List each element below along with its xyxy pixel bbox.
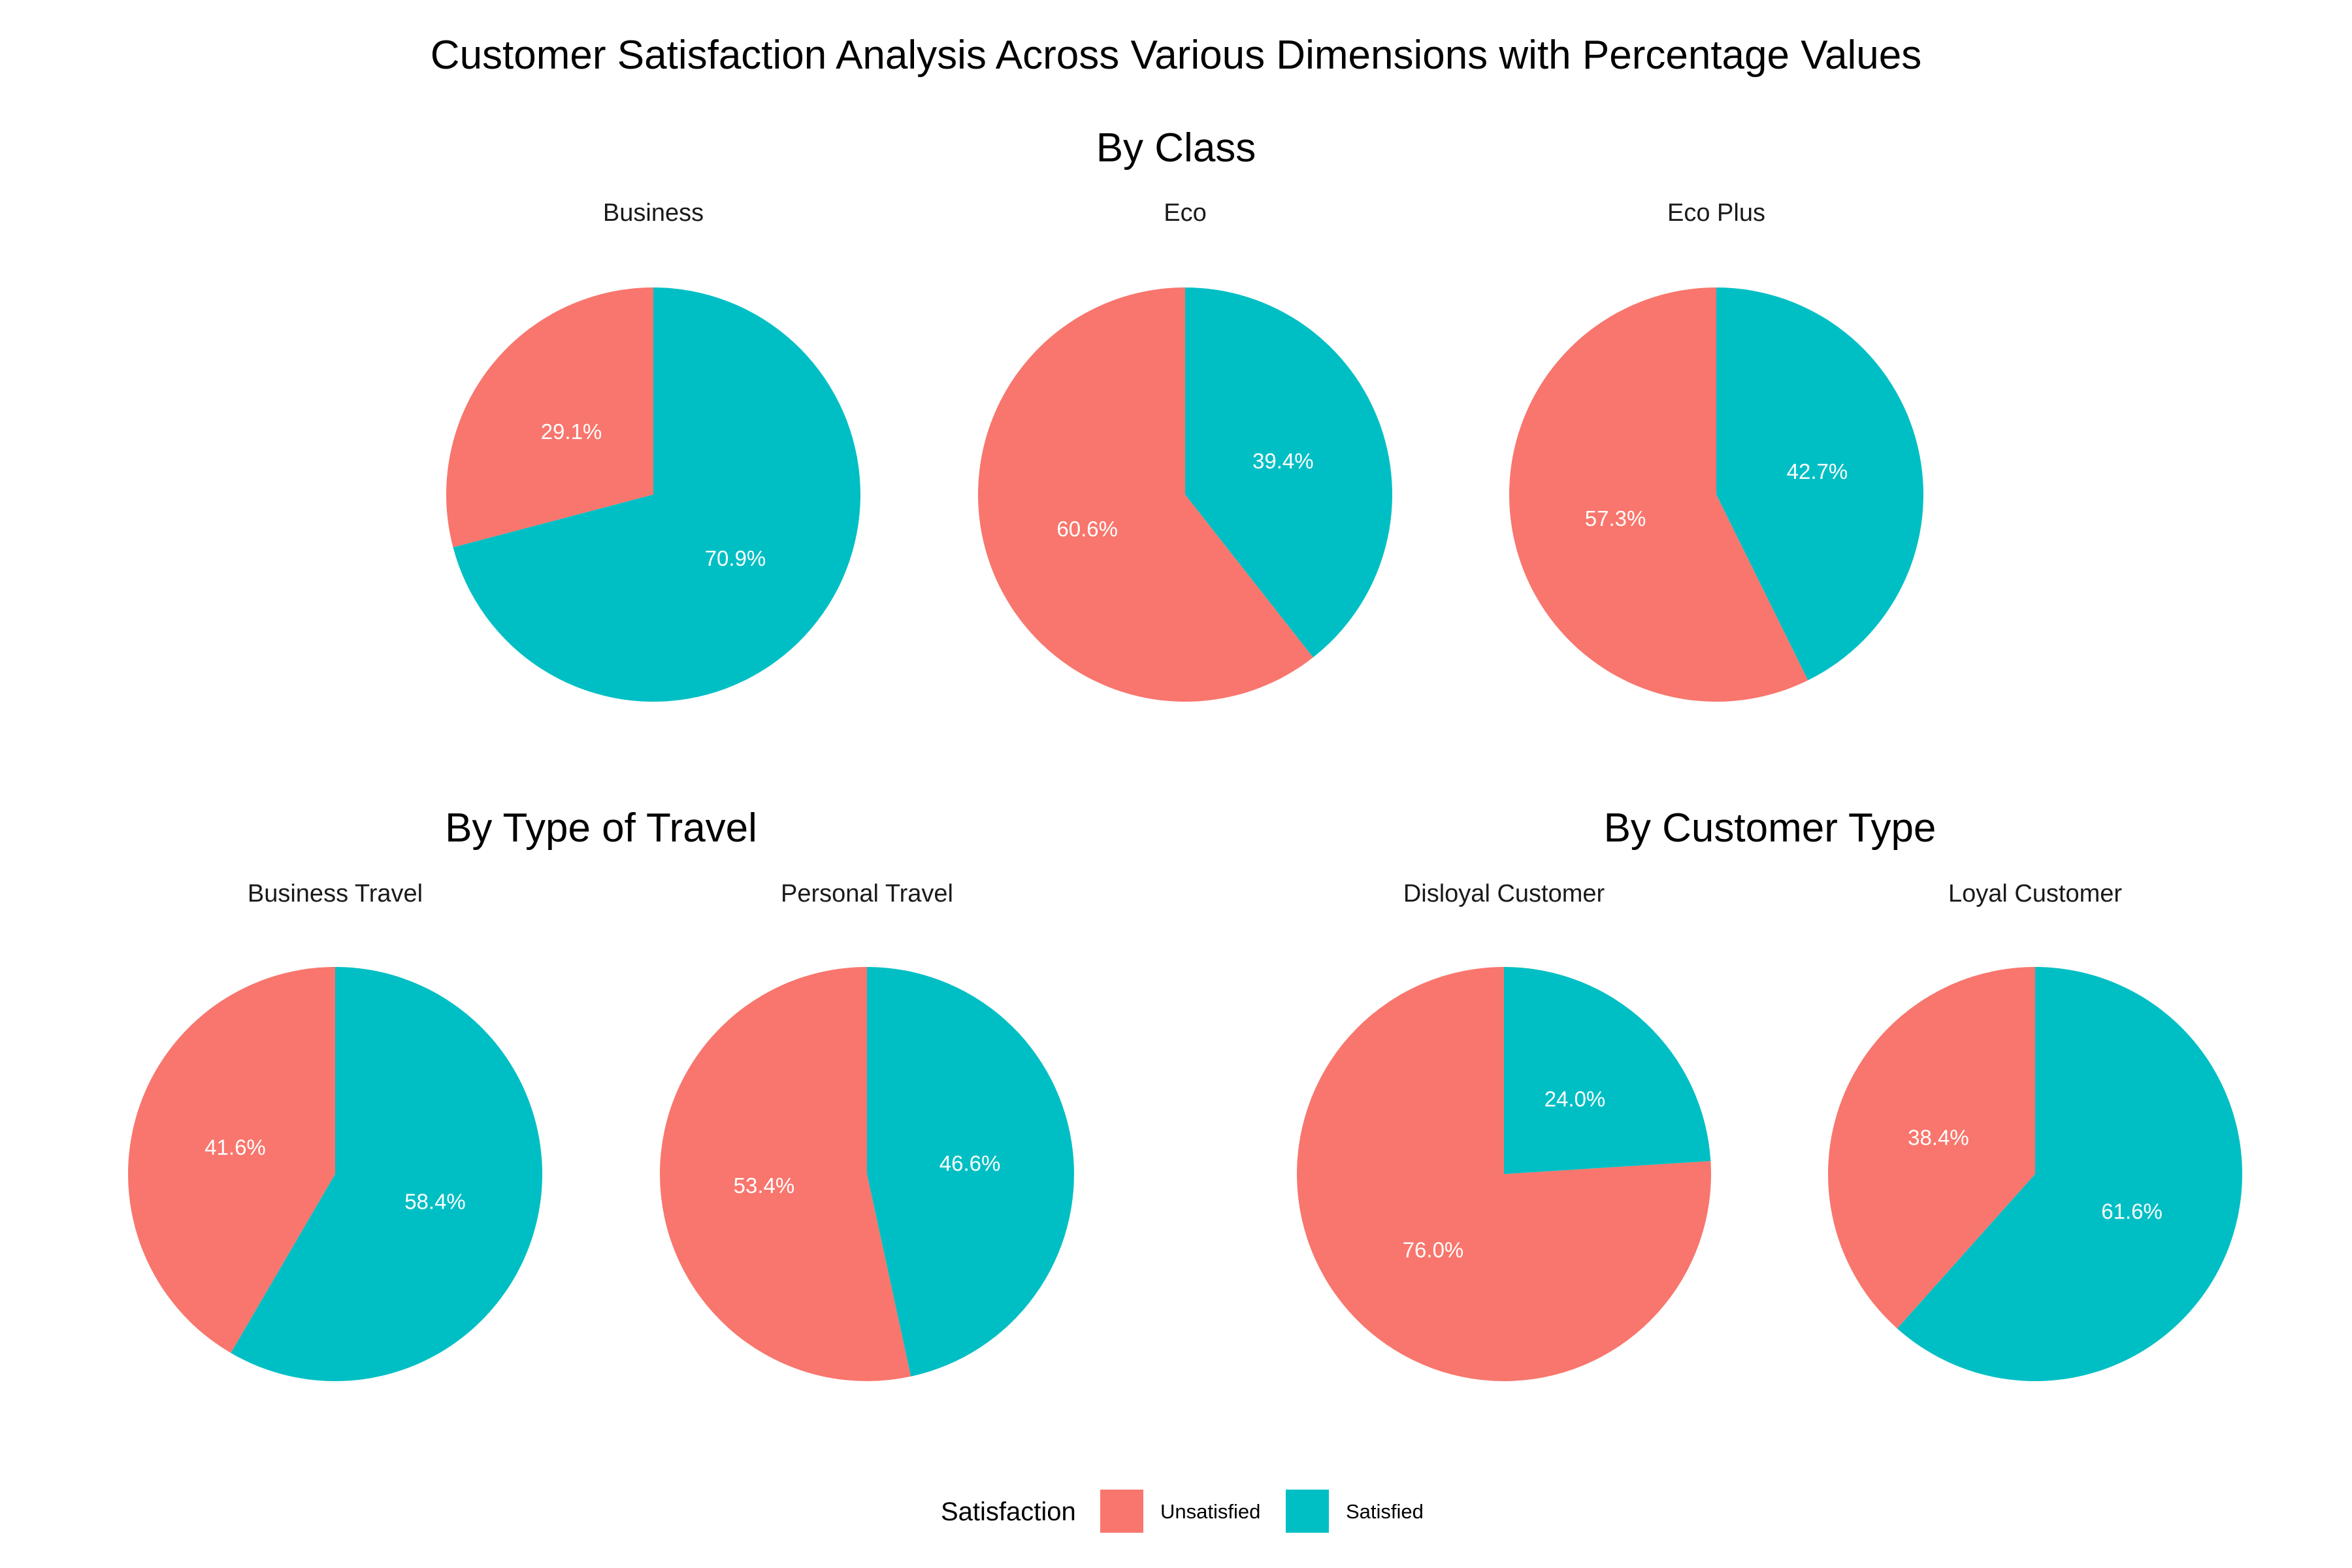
slice-label-unsatisfied: 53.4%	[734, 1173, 795, 1198]
pie-slice-unsatisfied	[977, 287, 1313, 702]
pie-slice-satisfied	[231, 967, 543, 1381]
slice-label-satisfied: 58.4%	[404, 1189, 466, 1213]
slice-label-satisfied: 39.4%	[1252, 449, 1314, 473]
pie-panel-eco: Eco 60.6% 39.4%	[977, 199, 1392, 702]
pie-group-by-type-of-travel: By Type of Travel Business Travel 41.6% 58.…	[128, 806, 1074, 1381]
panel-title: Personal Travel	[781, 880, 953, 907]
legend: Satisfaction Unsatisfied Satisfied	[941, 1490, 1424, 1533]
slice-label-unsatisfied: 41.6%	[204, 1135, 266, 1160]
pie-panel-personal-travel: Personal Travel 53.4% 46.6%	[659, 880, 1074, 1381]
slice-label-satisfied: 24.0%	[1544, 1087, 1606, 1111]
slice-label-unsatisfied: 76.0%	[1403, 1238, 1464, 1262]
pie-group-by-class: By ClassBusiness29.1%70.9%Eco60.6%39.4%E…	[446, 125, 1924, 702]
legend-item-satisfied: Satisfied	[1286, 1490, 1424, 1533]
slice-label-unsatisfied: 38.4%	[1908, 1126, 1969, 1150]
legend-label: Unsatisfied	[1160, 1500, 1260, 1523]
panel-title: Disloyal Customer	[1403, 880, 1605, 907]
panel-title: Business Travel	[248, 880, 423, 907]
pie-slice-satisfied	[1716, 287, 1924, 681]
pie-slice-satisfied	[867, 967, 1074, 1377]
pie-group-by-customer-type: By Customer Type Disloyal Customer 76.0% 24…	[1296, 806, 2242, 1381]
slice-label-satisfied: 46.6%	[939, 1151, 1001, 1175]
pie-panel-business: Business 29.1% 70.9%	[446, 199, 861, 702]
pie-slice-unsatisfied	[128, 967, 336, 1353]
pie-panel-business-travel: Business Travel 41.6% 58.4%	[128, 880, 543, 1381]
legend-swatch-unsatisfied	[1100, 1490, 1143, 1533]
group-title: By Class	[1096, 125, 1256, 171]
slice-label-satisfied: 70.9%	[705, 546, 766, 570]
legend-swatch-satisfied	[1286, 1490, 1329, 1533]
slice-label-satisfied: 61.6%	[2101, 1200, 2163, 1224]
legend-title: Satisfaction	[941, 1497, 1076, 1526]
slice-label-satisfied: 42.7%	[1787, 459, 1848, 483]
pie-panel-disloyal-customer: Disloyal Customer 76.0% 24.0%	[1296, 880, 1711, 1381]
pie-slice-unsatisfied	[1296, 967, 1711, 1381]
panel-title: Eco Plus	[1667, 199, 1765, 227]
pie-slice-satisfied	[1185, 287, 1392, 658]
pie-slice-satisfied	[453, 287, 861, 702]
slice-label-unsatisfied: 29.1%	[541, 419, 602, 444]
slice-label-unsatisfied: 60.6%	[1056, 517, 1118, 541]
pie-slice-satisfied	[1897, 967, 2242, 1381]
panel-title: Eco	[1164, 199, 1206, 227]
pie-slice-unsatisfied	[1827, 967, 2035, 1329]
pie-slice-unsatisfied	[1509, 287, 1808, 702]
pie-panel-loyal-customer: Loyal Customer 38.4% 61.6%	[1827, 880, 2242, 1381]
pie-panel-eco-plus: Eco Plus 57.3% 42.7%	[1509, 199, 1924, 702]
legend-item-unsatisfied: Unsatisfied	[1100, 1490, 1260, 1533]
group-title: By Type of Travel	[445, 806, 757, 851]
slice-label-unsatisfied: 57.3%	[1585, 506, 1646, 531]
group-title: By Customer Type	[1604, 806, 1936, 851]
pie-slice-unsatisfied	[446, 287, 653, 547]
pie-groups: By ClassBusiness29.1%70.9%Eco60.6%39.4%E…	[128, 125, 2242, 1381]
chart-title: Customer Satisfaction Analysis Across Va…	[431, 33, 1921, 78]
pie-slice-satisfied	[1504, 967, 1711, 1174]
pie-slice-unsatisfied	[659, 967, 911, 1381]
panel-title: Business	[603, 199, 704, 227]
panel-title: Loyal Customer	[1948, 880, 2122, 907]
legend-label: Satisfied	[1346, 1500, 1424, 1523]
